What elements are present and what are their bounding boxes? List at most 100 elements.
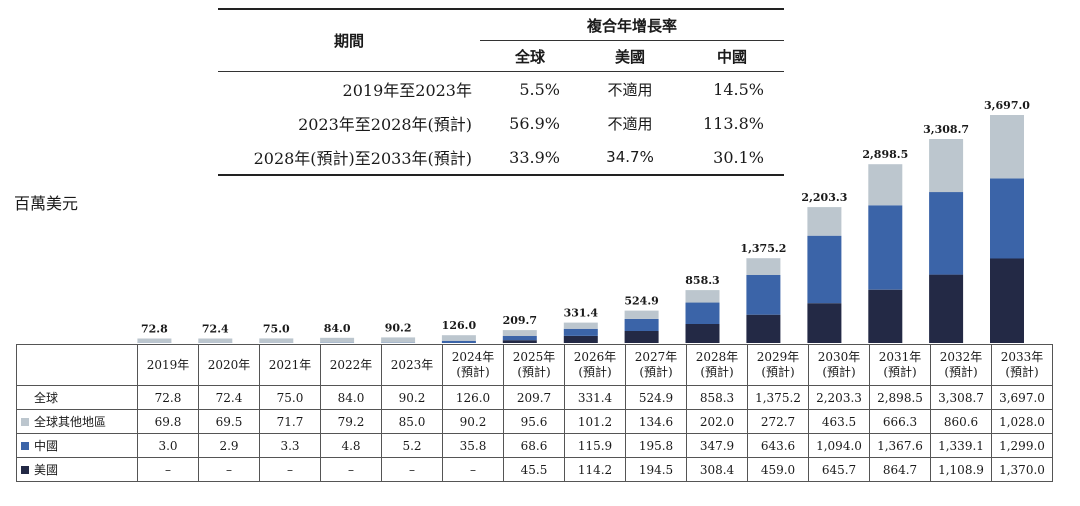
table-cell: – [198,457,260,482]
bar-segment-china [990,178,1024,259]
cagr-value: 14.5% [713,79,764,99]
bar-segment-china [685,302,720,324]
bar-segment-china [868,205,903,290]
cagr-period: 2023年至2028年(預計) [298,115,472,134]
year-label: 2025年 (預計) [503,344,565,386]
total-label: 84.0 [324,322,351,335]
table-cell: – [442,457,504,482]
total-label: 75.0 [263,322,290,335]
year-label: 2029年 (預計) [747,344,809,386]
table-cell: 272.7 [747,409,809,434]
bar-segment-rest-of-world [259,338,294,343]
table-cell: 331.4 [564,385,626,410]
bar-segment-rest-of-world [746,258,781,275]
total-label: 3,697.0 [984,99,1030,112]
table-cell: 858.3 [686,385,748,410]
table-cell: 1,094.0 [808,433,870,458]
table-cell: 35.8 [442,433,504,458]
table-cell: 69.5 [198,409,260,434]
legend-swatch-icon [21,418,29,426]
table-row: 美國 – – – – – –45.5 114.2 194.5 308.4 459.0 645.7 864… [16,457,1053,482]
table-cell: 645.7 [808,457,870,482]
bar-segment-rest-of-world [624,310,659,319]
table-row: 中國 3.0 2.9 3.3 4.8 5.2 35.8 68.6 115.9 195.8 347.9… [16,433,1053,458]
col-global: 全球 [480,40,580,72]
bar-segment-rest-of-world [563,322,598,329]
table-cell: 79.2 [320,409,382,434]
table-cell: 860.6 [930,409,992,434]
legend-swatch-icon [21,442,29,450]
cagr-value: 不適用 [607,80,653,99]
legend-swatch-icon [21,466,29,474]
cagr-value: 不適用 [607,114,653,133]
cagr-period: 2019年至2023年 [342,81,472,100]
bar-segment-china [441,340,476,343]
table-cell: 308.4 [686,457,748,482]
table-cell: 5.2 [381,433,443,458]
year-label: 2022年 [320,344,382,386]
row-label: 全球 [16,385,138,410]
table-cell: 72.8 [137,385,199,410]
table-cell: 209.7 [503,385,565,410]
year-label: 2023年 [381,344,443,386]
bar-segment-china [929,192,964,275]
bar-segment-china [807,235,842,304]
year-label: 2030年 (預計) [808,344,870,386]
cagr-period: 2028年(預計)至2033年(預計) [218,140,480,176]
table-cell: 1,028.0 [991,409,1053,434]
table-cell: 115.9 [564,433,626,458]
cagr-row: 2028年(預計)至2033年(預計) 33.9% 34.7% 30.1% [218,140,784,176]
table-cell: 75.0 [259,385,321,410]
table-cell: 643.6 [747,433,809,458]
table-cell: 2,203.3 [808,385,870,410]
total-label: 1,375.2 [740,242,786,255]
table-row: 全球 72.8 72.4 75.0 84.0 90.2 126.0 209.7 331.4 524… [16,385,1053,410]
table-cell: 194.5 [625,457,687,482]
data-table: 2019年 2020年 2021年 2022年 2023年 2024年 (預計) 2025年(… [16,344,1053,482]
cagr-header: 複合年增長率 [480,8,784,41]
row-label: 全球其他地區 [16,409,138,434]
table-cell: 1,339.1 [930,433,992,458]
table-cell: 1,367.6 [869,433,931,458]
cagr-row: 2023年至2028年(預計) 56.9% 不適用 113.8% [218,106,784,140]
table-cell: 114.2 [564,457,626,482]
year-label: 2026年 (預計) [564,344,626,386]
table-cell: 126.0 [442,385,504,410]
unit-label: 百萬美元 [14,194,79,213]
table-cell: 666.3 [869,409,931,434]
bar-segment-rest-of-world [807,207,842,236]
cagr-value: 34.7% [580,140,680,176]
year-label: 2032年 (預計) [930,344,992,386]
bar-segment-rest-of-world [868,164,903,206]
table-row: 全球其他地區 69.8 69.5 71.7 79.2 85.0 90.2 95.6 101.2 1… [16,409,1053,434]
cagr-value: 113.8% [702,113,764,133]
table-cell: 1,370.0 [991,457,1053,482]
year-label: 2033年 (預計) [991,344,1053,386]
cagr-value: 33.9% [480,140,580,176]
table-cell: 69.8 [137,409,199,434]
bar-segment-rest-of-world [502,330,537,336]
period-header: 期間 [218,8,480,72]
table-cell: 1,375.2 [747,385,809,410]
cagr-table: 期間 複合年增長率 全球 美國 中國 2019年至2023年 5.5% 不適用 … [218,8,784,176]
bar-segment-usa [929,274,964,343]
total-label: 126.0 [442,319,477,332]
bar-segment-china [502,336,537,341]
table-cell: 3.3 [259,433,321,458]
total-label: 524.9 [624,295,658,308]
table-cell: 524.9 [625,385,687,410]
bar-segment-rest-of-world [381,337,416,343]
table-cell: 134.6 [625,409,687,434]
bar-segment-usa [502,340,537,343]
bar-segment-usa [868,289,903,343]
bar-segment-rest-of-world [198,338,233,343]
total-label: 209.7 [503,314,537,327]
table-cell: 101.2 [564,409,626,434]
table-cell: 90.2 [442,409,504,434]
table-cell: 84.0 [320,385,382,410]
table-cell: 72.4 [198,385,260,410]
bar-segment-china [624,318,659,331]
table-cell: 71.7 [259,409,321,434]
table-cell: – [320,457,382,482]
year-label: 2024年 (預計) [442,344,504,386]
